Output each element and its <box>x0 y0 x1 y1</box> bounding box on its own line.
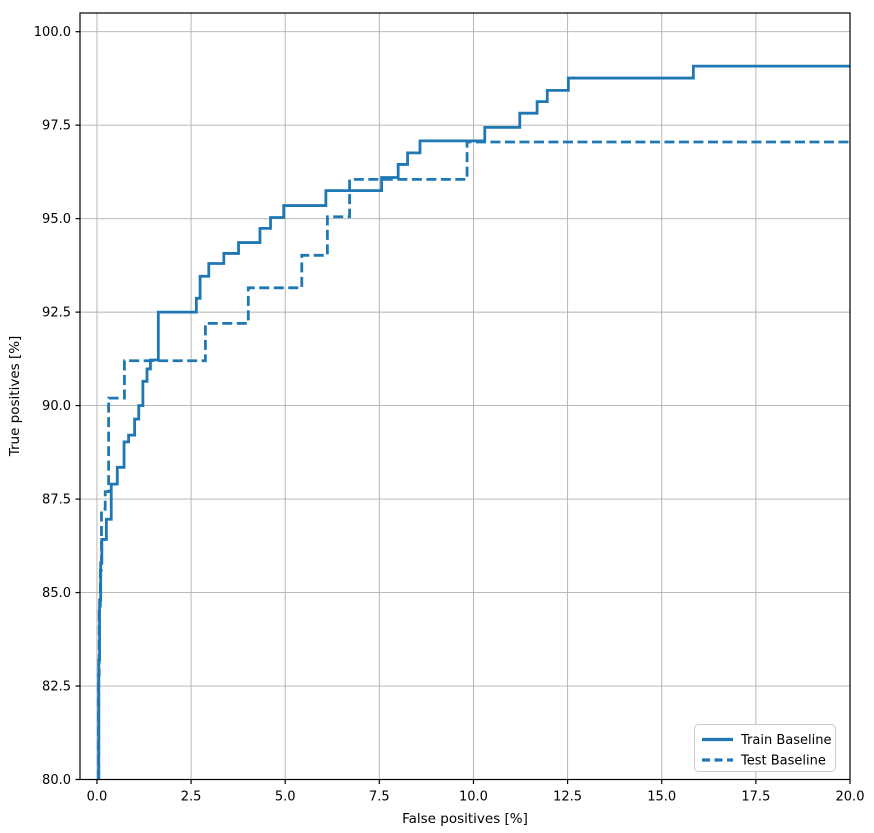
x-axis-label: False positives [%] <box>402 811 528 827</box>
x-tick-label: 7.5 <box>369 790 390 805</box>
y-tick-label: 92.5 <box>42 306 71 321</box>
x-tick-label: 10.0 <box>459 790 488 805</box>
legend-train-label: Train Baseline <box>740 733 831 748</box>
y-tick-label: 87.5 <box>42 493 71 508</box>
axes-spines <box>79 12 851 781</box>
legend: Train Baseline Test Baseline <box>694 724 836 772</box>
y-axis-label: True positives [%] <box>7 336 23 458</box>
x-tick-label: 20.0 <box>836 790 865 805</box>
test-baseline-curve <box>97 140 850 780</box>
x-tick-label: 15.0 <box>647 790 676 805</box>
y-tick-label: 80.0 <box>42 773 71 788</box>
grid-lines <box>80 13 851 780</box>
data-series <box>97 64 850 780</box>
x-tick-label: 12.5 <box>553 790 582 805</box>
train-baseline-curve <box>97 64 850 780</box>
x-tick-label: 2.5 <box>181 790 202 805</box>
y-tick-label: 82.5 <box>42 680 71 695</box>
x-tick-label: 17.5 <box>741 790 770 805</box>
x-tick-label: 5.0 <box>275 790 296 805</box>
y-tick-label: 85.0 <box>42 586 71 601</box>
y-tick-label: 95.0 <box>42 212 71 227</box>
y-axis-ticks: 80.0 82.5 85.0 87.5 90.0 92.5 95.0 97.5 100.0 <box>34 25 80 788</box>
legend-test-label: Test Baseline <box>740 754 826 769</box>
x-tick-label: 0.0 <box>87 790 108 805</box>
y-tick-label: 100.0 <box>34 25 71 40</box>
y-tick-label: 90.0 <box>42 399 71 414</box>
x-axis-ticks: 0.0 2.5 5.0 7.5 10.0 12.5 15.0 17.5 20.0 <box>87 779 865 805</box>
plot-border <box>79 12 851 781</box>
y-tick-label: 97.5 <box>42 119 71 134</box>
